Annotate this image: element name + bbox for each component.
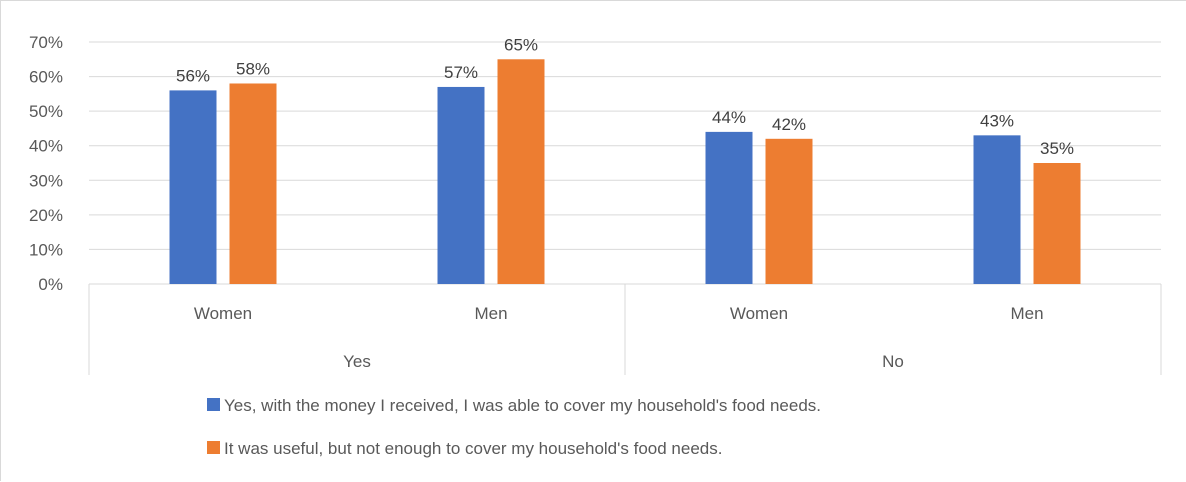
bar <box>973 135 1021 284</box>
bar <box>705 131 753 284</box>
data-label: 44% <box>712 108 746 127</box>
legend-label: Yes, with the money I received, I was ab… <box>224 396 821 415</box>
data-label: 42% <box>772 115 806 134</box>
data-label: 43% <box>980 111 1014 130</box>
x-axis-categories: Yes No Women Men Women Men <box>88 284 1162 375</box>
bars <box>169 59 1081 285</box>
data-labels: 56% 58% 57% 65% 44% 42% 43% 35% <box>176 35 1074 158</box>
legend-swatch <box>207 441 220 454</box>
bar <box>437 86 485 284</box>
data-label: 57% <box>444 63 478 82</box>
category-label: Men <box>474 304 507 323</box>
bar <box>229 83 277 284</box>
bar <box>497 59 545 285</box>
data-label: 56% <box>176 66 210 85</box>
category-label: Women <box>730 304 788 323</box>
y-tick-label: 50% <box>29 102 63 121</box>
bar <box>169 90 217 285</box>
legend: Yes, with the money I received, I was ab… <box>207 396 821 458</box>
category-label: Men <box>1010 304 1043 323</box>
group-label: No <box>882 352 904 371</box>
bar <box>765 138 813 284</box>
category-label: Women <box>194 304 252 323</box>
y-tick-label: 20% <box>29 206 63 225</box>
data-label: 65% <box>504 35 538 54</box>
data-label: 35% <box>1040 139 1074 158</box>
legend-swatch <box>207 398 220 411</box>
y-tick-label: 10% <box>29 240 63 259</box>
group-label: Yes <box>343 352 371 371</box>
y-axis-ticks: 0% 10% 20% 30% 40% 50% 60% 70% <box>29 33 63 294</box>
y-tick-label: 40% <box>29 137 63 156</box>
bar <box>1033 163 1081 284</box>
y-tick-label: 0% <box>38 275 63 294</box>
data-label: 58% <box>236 59 270 78</box>
y-tick-label: 70% <box>29 33 63 52</box>
y-tick-label: 60% <box>29 68 63 87</box>
legend-label: It was useful, but not enough to cover m… <box>224 439 722 458</box>
y-tick-label: 30% <box>29 171 63 190</box>
